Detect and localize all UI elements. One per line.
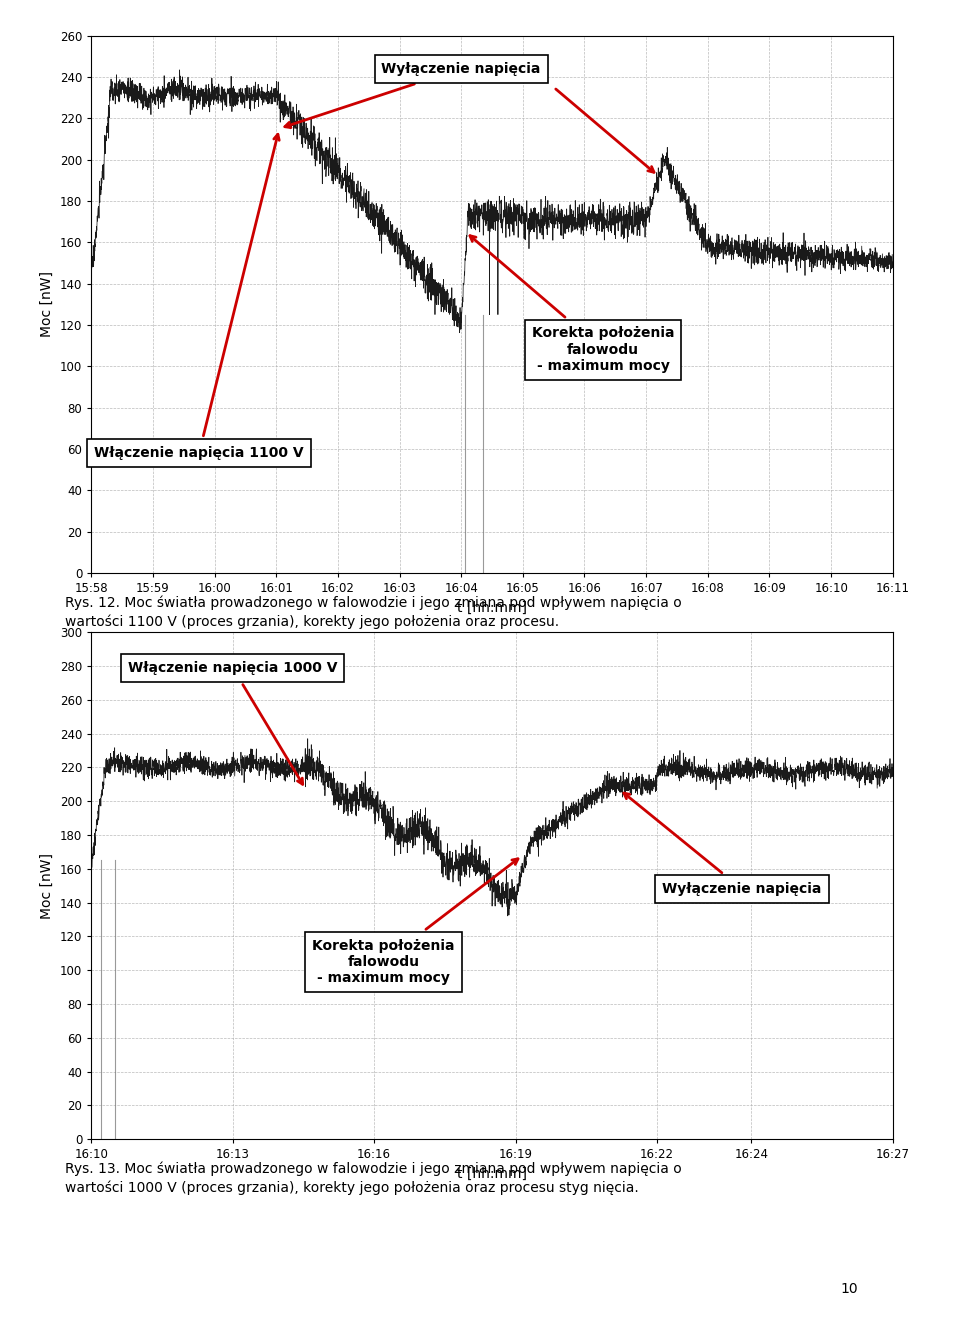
- Text: Korekta położenia
falowodu
- maximum mocy: Korekta położenia falowodu - maximum moc…: [470, 236, 674, 373]
- Text: Wyłączenie napięcia: Wyłączenie napięcia: [624, 793, 822, 896]
- Text: Wyłączenie napięcia: Wyłączenie napięcia: [285, 62, 540, 128]
- X-axis label: t [hh:mm]: t [hh:mm]: [457, 601, 527, 615]
- Text: Korekta położenia
falowodu
- maximum mocy: Korekta położenia falowodu - maximum moc…: [312, 859, 518, 985]
- X-axis label: t [hh:mm]: t [hh:mm]: [457, 1167, 527, 1181]
- Text: Włączenie napięcia 1000 V: Włączenie napięcia 1000 V: [128, 661, 337, 785]
- Text: Włączenie napięcia 1100 V: Włączenie napięcia 1100 V: [94, 134, 304, 460]
- Y-axis label: Moc [nW]: Moc [nW]: [40, 852, 55, 919]
- Y-axis label: Moc [nW]: Moc [nW]: [40, 271, 55, 337]
- Text: 10: 10: [841, 1283, 858, 1296]
- Text: Rys. 13. Moc światła prowadzonego w falowodzie i jego zmiana pod wpływem napięci: Rys. 13. Moc światła prowadzonego w falo…: [65, 1162, 682, 1196]
- Text: Rys. 12. Moc światła prowadzonego w falowodzie i jego zmiana pod wpływem napięci: Rys. 12. Moc światła prowadzonego w falo…: [65, 595, 682, 630]
